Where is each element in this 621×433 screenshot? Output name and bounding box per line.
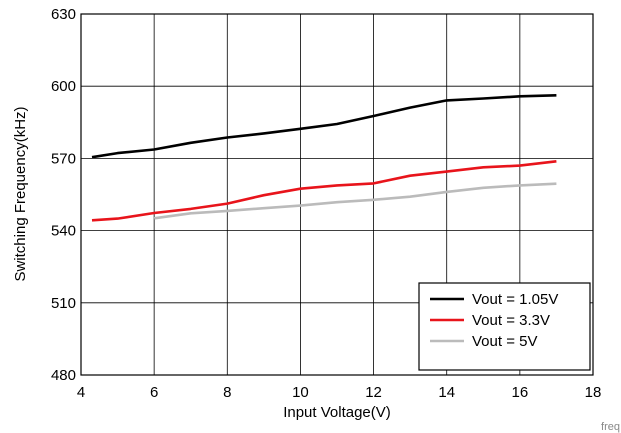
series-line [153, 182, 557, 220]
y-tick-label: 510 [51, 295, 76, 312]
x-tick-label: 18 [585, 384, 602, 401]
x-tick-label: 14 [438, 384, 455, 401]
y-tick-label: 630 [51, 6, 76, 23]
plot-frame [80, 13, 594, 376]
grid-lines [81, 14, 593, 375]
x-tick-label: 10 [292, 384, 309, 401]
series-line [91, 160, 557, 222]
y-tick-label: 540 [51, 223, 76, 240]
legend-label: Vout = 1.05V [472, 291, 558, 308]
x-axis-label: Input Voltage(V) [283, 404, 391, 421]
legend-label: Vout = 3.3V [472, 312, 550, 329]
legend-label: Vout = 5V [472, 333, 537, 350]
y-tick-label: 570 [51, 150, 76, 167]
x-tick-label: 16 [512, 384, 529, 401]
series-lines [91, 94, 557, 222]
legend: Vout = 1.05V Vout = 3.3V Vout = 5V [418, 282, 591, 371]
legend-box [418, 282, 591, 371]
y-tick-label: 600 [51, 78, 76, 95]
x-tick-label: 4 [77, 384, 85, 401]
tick-labels: 4 6 8 10 12 14 16 18 480 510 540 570 600 630 [51, 6, 601, 401]
y-axis-label: Switching Frequency(kHz) [12, 106, 29, 281]
x-tick-label: 12 [365, 384, 382, 401]
series-line [91, 94, 557, 159]
y-tick-label: 480 [51, 367, 76, 384]
x-tick-label: 6 [150, 384, 158, 401]
x-tick-label: 8 [223, 384, 231, 401]
watermark-text: freq [601, 421, 620, 433]
